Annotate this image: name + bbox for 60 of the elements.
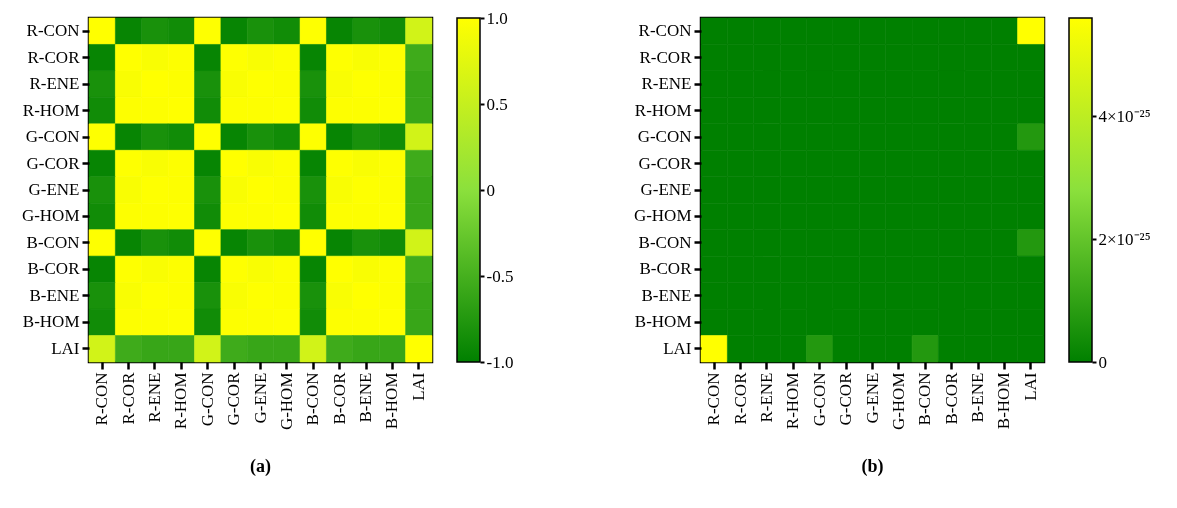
- x-tick-label: G-CON: [809, 372, 829, 427]
- text: (a): [250, 455, 271, 477]
- color-bar-label: 2×10⁻²⁵: [1098, 229, 1151, 249]
- x-tick-label: G-COR: [224, 371, 244, 426]
- color-bar-label: 0: [486, 180, 495, 200]
- y-tick-label: G-COR: [638, 153, 693, 173]
- x-tick-label: R-ENE: [756, 372, 776, 423]
- y-tick-label: B-COR: [27, 259, 81, 279]
- y-tick-label: G-HOM: [21, 206, 80, 226]
- x-tick-label: B-HOM: [382, 372, 402, 430]
- x-tick-label: B-COR: [941, 371, 961, 425]
- y-tick-label: G-CON: [637, 127, 692, 147]
- y-tick-label: R-CON: [26, 21, 80, 41]
- x-tick-label: R-COR: [118, 371, 138, 425]
- y-tick-label: G-COR: [26, 153, 81, 173]
- x-tick-label: B-COR: [329, 371, 349, 425]
- y-tick-label: G-ENE: [28, 180, 80, 199]
- x-tick-label: G-CON: [197, 372, 217, 427]
- y-tick-label: R-ENE: [29, 74, 80, 94]
- y-tick-label: G-ENE: [640, 180, 692, 199]
- color-bar-label: 0.5: [486, 94, 508, 114]
- color-bar-label: 0: [1098, 352, 1107, 372]
- text: (b): [861, 455, 884, 477]
- y-tick-label: R-COR: [27, 47, 81, 67]
- y-tick-label: G-HOM: [633, 206, 692, 226]
- y-tick-label: R-COR: [639, 47, 693, 67]
- x-tick-label: G-HOM: [276, 372, 296, 431]
- y-tick-label: LAI: [663, 338, 692, 358]
- x-tick-label: B-CON: [915, 372, 935, 426]
- x-tick-label: R-HOM: [783, 372, 803, 430]
- x-tick-label: LAI: [1020, 372, 1040, 401]
- color-bar-label: -1.0: [486, 352, 514, 372]
- color-bar-label: 4×10⁻²⁵: [1098, 106, 1151, 126]
- x-tick-label: R-ENE: [144, 372, 164, 423]
- x-tick-label: G-HOM: [888, 372, 908, 431]
- x-tick-label: G-ENE: [250, 372, 270, 424]
- color-bar-label: -0.5: [486, 266, 514, 286]
- y-tick-label: B-ENE: [641, 285, 692, 305]
- y-tick-label: B-CON: [26, 232, 80, 252]
- y-tick-label: B-COR: [639, 259, 693, 279]
- x-tick-label: R-COR: [730, 371, 750, 425]
- y-tick-label: B-ENE: [29, 285, 80, 305]
- y-tick-label: R-CON: [638, 21, 692, 41]
- x-tick-label: G-ENE: [862, 372, 882, 424]
- color-bar-label: 1.0: [486, 8, 508, 28]
- y-tick-label: G-CON: [25, 127, 80, 147]
- x-tick-label: B-ENE: [968, 372, 988, 423]
- x-tick-label: LAI: [408, 372, 428, 401]
- y-tick-label: B-HOM: [22, 312, 80, 332]
- y-tick-label: B-CON: [638, 232, 692, 252]
- y-tick-label: B-HOM: [634, 312, 692, 332]
- y-tick-label: R-ENE: [641, 74, 692, 94]
- x-tick-label: B-CON: [303, 372, 323, 426]
- x-tick-label: R-HOM: [171, 372, 191, 430]
- x-tick-label: B-ENE: [356, 372, 376, 423]
- y-tick-label: R-HOM: [22, 100, 80, 120]
- x-tick-label: B-HOM: [994, 372, 1014, 430]
- y-tick-label: LAI: [51, 338, 80, 358]
- x-tick-label: G-COR: [836, 371, 856, 426]
- y-tick-label: R-HOM: [634, 100, 692, 120]
